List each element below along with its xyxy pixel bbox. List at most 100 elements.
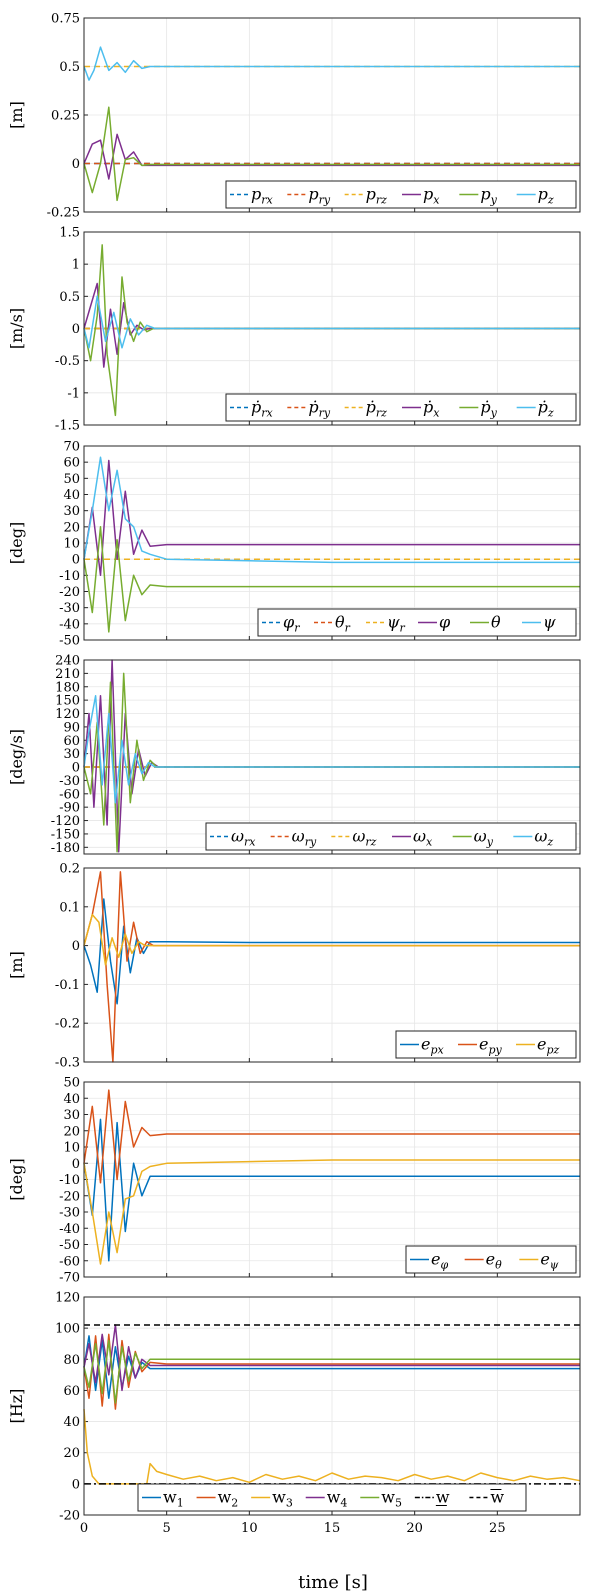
legend: ṗrx ṗry ṗrz ṗx ṗy ṗz: [225, 393, 577, 422]
y-tick-label: 20: [63, 1446, 80, 1461]
y-tick-label: 180: [55, 680, 80, 695]
y-tick-label: 0.25: [51, 109, 80, 124]
x-tick-label: 5: [163, 1521, 171, 1536]
y-tick-label: -70: [59, 1271, 80, 1286]
y-tick-label: 150: [55, 694, 80, 709]
panel-angvel: -180-150-120-90-60-300306090120150180210…: [7, 654, 581, 856]
y-tick-label: 0.1: [59, 900, 80, 915]
legend: ωrx ωry ωrz ωx ωy ωz: [205, 822, 577, 851]
y-tick-label: 0: [72, 553, 80, 568]
legend-box: [395, 1030, 577, 1059]
y-tick-label: -90: [59, 801, 80, 816]
y-tick-label: 50: [63, 472, 80, 487]
y-tick-label: 40: [63, 1415, 80, 1430]
axes-frame: [83, 867, 581, 1063]
legend-entry-φ: φ: [439, 613, 451, 632]
legend: epx epy epz: [395, 1030, 577, 1059]
legend-box: [225, 180, 577, 209]
y-tick-label: -30: [59, 774, 80, 789]
axes-frame: [83, 445, 581, 641]
y-tick-label: 20: [63, 1124, 80, 1139]
y-tick-label: 0: [72, 939, 80, 954]
x-tick-label: 25: [489, 1521, 506, 1536]
y-tick-label: 1: [72, 258, 80, 273]
panel-poserr: -0.3 -0.2 -0.1 0 0.1 0.2 [m] epx epy epz: [7, 862, 581, 1071]
y-tick-label: -0.3: [55, 1056, 80, 1071]
y-tick-label: 210: [55, 667, 80, 682]
legend-entry-θ: θ: [491, 613, 501, 632]
x-axis-label: time [s]: [298, 1572, 368, 1593]
y-tick-label: 0: [72, 322, 80, 337]
legend-entry-w_max: w: [490, 1488, 504, 1507]
y-axis-label: [m/s]: [7, 308, 26, 349]
y-tick-label: 20: [63, 520, 80, 535]
y-tick-label: -120: [51, 814, 80, 829]
y-tick-label: -30: [59, 601, 80, 616]
y-tick-label: -60: [59, 1254, 80, 1269]
y-tick-label: 60: [63, 456, 80, 471]
y-tick-label: 0: [72, 1157, 80, 1172]
y-tick-label: -150: [51, 827, 80, 842]
y-tick-label: -10: [59, 1173, 80, 1188]
y-tick-label: -30: [59, 1206, 80, 1221]
y-axis-label: [m]: [7, 951, 26, 979]
legend: w1 w2 w3 w4 w5 w w: [137, 1483, 527, 1512]
series-line-p_y: [83, 106, 580, 202]
y-tick-label: -40: [59, 617, 80, 632]
axes-frame: [83, 231, 581, 426]
y-tick-label: 0.2: [59, 862, 80, 877]
x-tick-label: 20: [406, 1521, 423, 1536]
y-tick-label: 60: [63, 734, 80, 749]
y-tick-label: 0.5: [59, 290, 80, 305]
series-line-e_θ: [83, 1089, 580, 1184]
y-tick-label: 80: [63, 1353, 80, 1368]
legend: eφ eθ eψ: [405, 1245, 577, 1274]
series-line-ψ: [83, 456, 580, 564]
series-line-p_z: [83, 46, 580, 81]
panel-pos: -0.25 0 0.25 0.5 0.75 [m] prx pry prz px py pz: [7, 12, 581, 221]
y-tick-label: 120: [55, 707, 80, 722]
y-tick-label: 90: [63, 720, 80, 735]
series-line-ω_z: [83, 694, 580, 804]
y-tick-label: -50: [59, 634, 80, 649]
y-axis-label: [m]: [7, 101, 26, 129]
y-tick-label: -20: [59, 1189, 80, 1204]
series-line-θ: [83, 526, 580, 633]
y-tick-label: 30: [63, 504, 80, 519]
y-tick-label: 120: [55, 1291, 80, 1306]
y-tick-label: -40: [59, 1222, 80, 1237]
legend: prx pry prz px py pz: [225, 180, 577, 209]
series-line-ṗ_z: [83, 295, 580, 349]
y-tick-label: 40: [63, 488, 80, 503]
y-tick-label: 30: [63, 1108, 80, 1123]
y-tick-label: 60: [63, 1384, 80, 1399]
y-tick-label: 50: [63, 1076, 80, 1091]
series-line-ṗ_x: [83, 282, 580, 368]
axes-frame: [83, 659, 581, 855]
y-tick-label: -0.5: [55, 354, 80, 369]
y-tick-label: -0.2: [55, 1017, 80, 1032]
y-tick-label: 70: [63, 440, 80, 455]
panel-vel: -1.5 -1 -0.5 0 0.5 1 1.5 [m/s] ṗrx ṗry ṗrz ṗx ṗy ṗz: [7, 226, 581, 434]
y-tick-label: 0: [72, 1477, 80, 1492]
series-line-e_φ: [83, 1118, 580, 1262]
series-line-w_4: [83, 1324, 580, 1392]
y-tick-label: 0: [72, 761, 80, 776]
y-axis-label: [deg]: [7, 522, 26, 564]
series-line-w_5: [83, 1339, 580, 1404]
y-tick-label: -1: [67, 386, 80, 401]
y-tick-label: -60: [59, 787, 80, 802]
y-axis-label: [deg/s]: [7, 729, 26, 785]
y-tick-label: -0.25: [47, 206, 80, 221]
y-tick-label: -50: [59, 1238, 80, 1253]
legend-box: [405, 1245, 577, 1274]
axes-frame: [83, 17, 581, 213]
y-tick-label: -0.1: [55, 978, 80, 993]
series-line-φ: [83, 459, 580, 577]
y-tick-label: 0.75: [51, 12, 80, 27]
y-tick-label: 10: [63, 537, 80, 552]
y-tick-label: 100: [55, 1322, 80, 1337]
